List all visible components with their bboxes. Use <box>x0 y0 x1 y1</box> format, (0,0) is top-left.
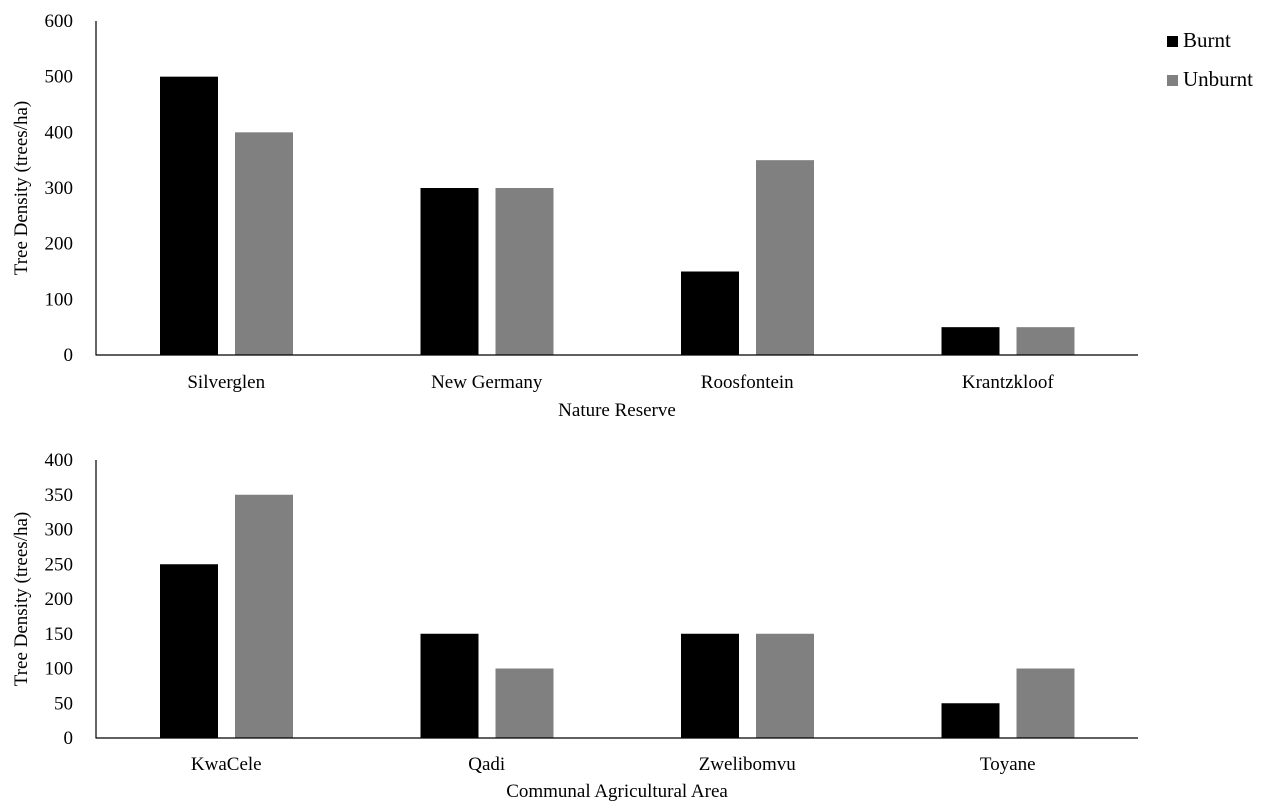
bar-unburnt-new-germany <box>495 188 554 355</box>
category-label: New Germany <box>431 372 543 393</box>
y-tick-label: 200 <box>45 589 74 610</box>
legend-swatch-unburnt <box>1167 75 1178 86</box>
bar-burnt-krantzkloof <box>941 327 1000 355</box>
bar-burnt-new-germany <box>420 188 479 355</box>
category-label: Krantzkloof <box>962 372 1054 393</box>
chart-panel-2: 0 50 100 150 200 250 300 350 400 KwaCele Qadi Zweli… <box>11 450 1138 802</box>
bar-unburnt-krantzkloof <box>1016 327 1075 355</box>
x-axis-title: Nature Reserve <box>558 400 676 421</box>
y-tick-label: 400 <box>45 122 74 143</box>
y-tick-label: 0 <box>64 345 74 366</box>
y-tick-label: 500 <box>45 67 74 88</box>
legend: Burnt Unburnt <box>1167 28 1253 91</box>
y-tick-label: 100 <box>45 659 74 680</box>
y-tick-label: 100 <box>45 289 74 310</box>
bar-unburnt-silverglen <box>235 132 293 355</box>
y-tick-label: 200 <box>45 234 74 255</box>
bar-unburnt-zwelibomvu <box>756 633 814 738</box>
bar-unburnt-roosfontein <box>756 160 814 355</box>
y-tick-label: 300 <box>45 520 74 541</box>
y-tick-label: 50 <box>54 693 73 714</box>
y-tick-label: 600 <box>45 11 74 32</box>
category-label: Silverglen <box>187 372 265 393</box>
bar-unburnt-qadi <box>495 668 554 738</box>
chart-panel-1: 0 100 200 300 400 500 600 Silverglen New Germany… <box>11 11 1138 421</box>
category-label: Qadi <box>468 754 505 775</box>
bar-burnt-silverglen <box>160 76 218 356</box>
bar-burnt-zwelibomvu <box>681 633 739 738</box>
bar-burnt-qadi <box>420 633 479 738</box>
bar-burnt-toyane <box>941 703 1000 738</box>
y-axis-title: Tree Density (trees/ha) <box>11 101 32 275</box>
legend-label-burnt: Burnt <box>1183 28 1231 52</box>
y-tick-label: 300 <box>45 178 74 199</box>
category-label: Toyane <box>980 754 1036 775</box>
y-tick-label: 150 <box>45 624 74 645</box>
legend-swatch-burnt <box>1167 36 1178 47</box>
category-label: Roosfontein <box>701 372 794 393</box>
bar-burnt-kwacele <box>160 564 218 738</box>
x-axis-title: Communal Agricultural Area <box>506 781 728 802</box>
bar-burnt-roosfontein <box>681 271 739 355</box>
y-tick-label: 250 <box>45 554 74 575</box>
bar-unburnt-toyane <box>1016 668 1075 738</box>
category-label: KwaCele <box>191 754 262 775</box>
y-tick-label: 350 <box>45 485 74 506</box>
y-tick-label: 400 <box>45 450 74 471</box>
y-tick-label: 0 <box>64 728 74 749</box>
legend-label-unburnt: Unburnt <box>1183 67 1253 91</box>
category-label: Zwelibomvu <box>699 754 797 775</box>
y-axis-title: Tree Density (trees/ha) <box>11 512 32 686</box>
bar-unburnt-kwacele <box>235 494 293 738</box>
